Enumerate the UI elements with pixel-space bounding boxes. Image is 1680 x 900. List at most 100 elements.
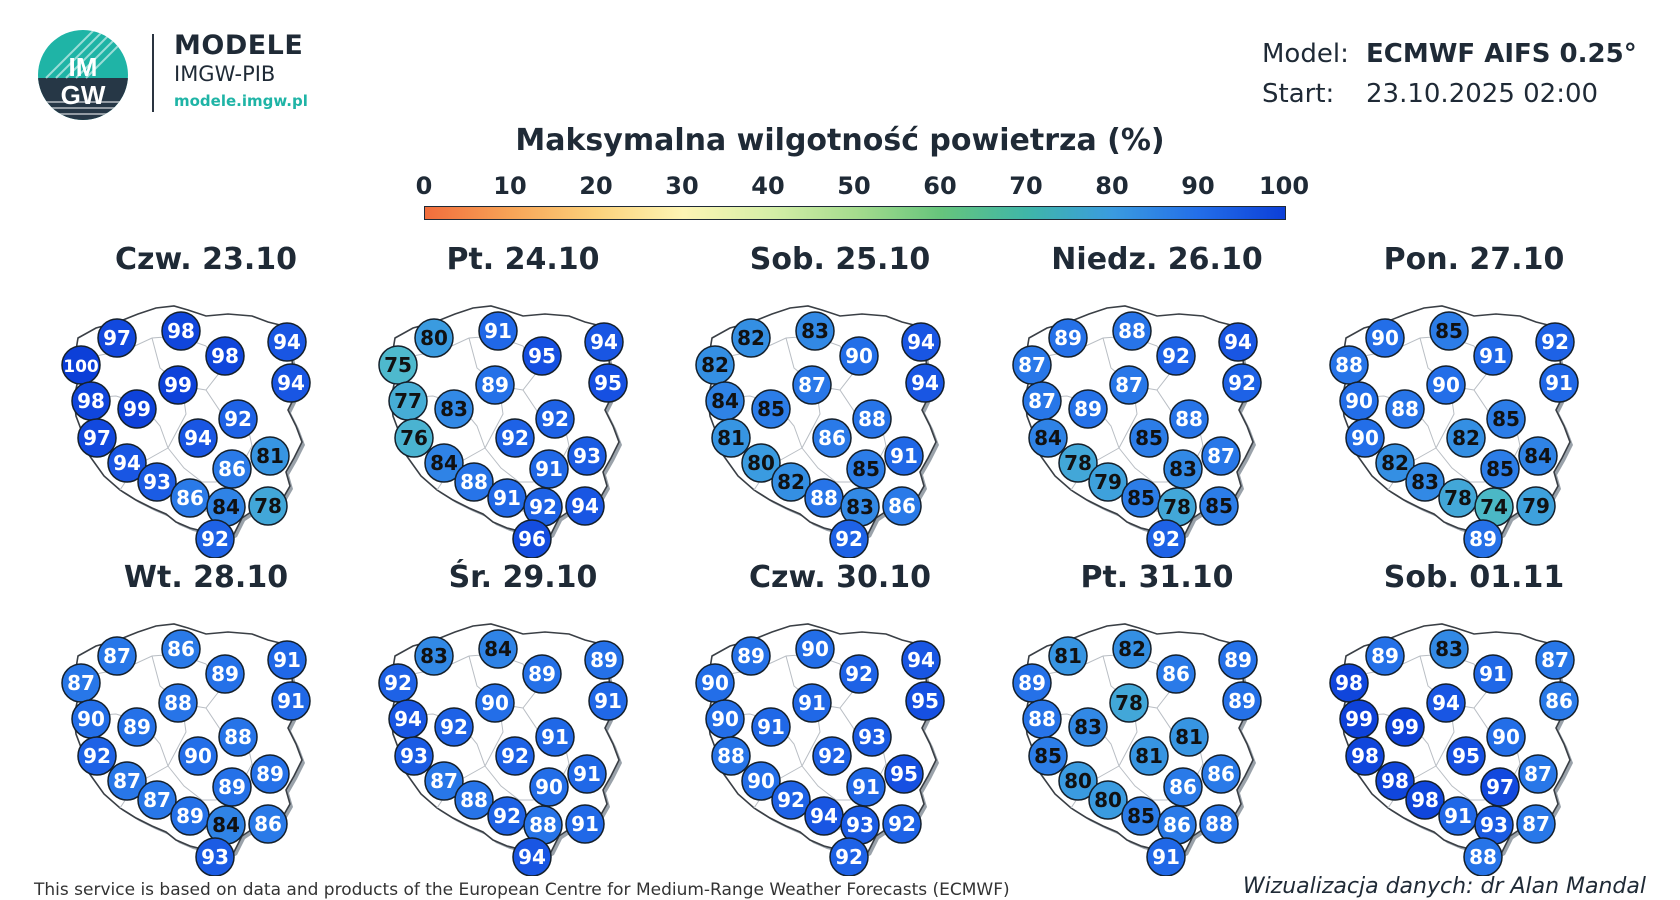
station-bubble (77, 736, 117, 776)
station-bubble (1146, 837, 1186, 876)
station-value: 84 (430, 451, 458, 475)
station-marker: 89 (1048, 318, 1088, 358)
station-marker: 95 (588, 363, 628, 403)
colorbar-tick-40: 40 (751, 172, 785, 200)
station-marker: 94 (267, 322, 307, 362)
station-bubble (107, 443, 147, 483)
station-bubble (852, 399, 892, 439)
station-marker: 91 (478, 311, 518, 351)
station-marker: 94 (271, 363, 311, 403)
station-marker: 90 (705, 699, 745, 739)
station-marker: 86 (1163, 767, 1203, 807)
station-marker: 86 (1539, 681, 1579, 721)
station-marker: 84 (206, 805, 246, 845)
station-value: 94 (518, 845, 546, 869)
station-marker: 92 (1222, 363, 1262, 403)
station-marker: 96 (512, 519, 552, 558)
station-marker: 98 (71, 381, 111, 421)
station-value: 88 (858, 407, 886, 431)
station-marker: 89 (117, 707, 157, 747)
station-marker: 82 (1112, 629, 1152, 669)
station-value: 91 (1479, 344, 1507, 368)
station-marker: 99 (1339, 699, 1379, 739)
station-value: 75 (384, 353, 412, 377)
start-label: Start: (1262, 79, 1335, 109)
brand-url[interactable]: modele.imgw.pl (174, 92, 308, 110)
station-bubble (829, 519, 869, 558)
station-value: 83 (1074, 715, 1102, 739)
station-value: 90 (481, 691, 509, 715)
station-bubble (1426, 683, 1466, 723)
station-bubble (882, 804, 922, 844)
station-value: 87 (1115, 373, 1143, 397)
station-value: 88 (460, 470, 488, 494)
station-value: 89 (1224, 648, 1252, 672)
station-value: 94 (1432, 691, 1460, 715)
station-bubble (1156, 336, 1196, 376)
station-value: 85 (1486, 457, 1514, 481)
station-marker: 90 (695, 663, 735, 703)
station-value: 91 (1479, 662, 1507, 686)
station-marker: 74 (1474, 487, 1514, 527)
station-bubble (1463, 837, 1503, 876)
station-marker: 91 (487, 478, 527, 518)
station-marker: 87 (792, 365, 832, 405)
station-marker: 89 (1012, 663, 1052, 703)
station-marker: 90 (529, 767, 569, 807)
station-value: 83 (801, 319, 829, 343)
brand-subtitle: IMGW-PIB (174, 62, 276, 86)
station-bubble (1518, 436, 1558, 476)
station-marker: 87 (97, 636, 137, 676)
station-bubble (1480, 449, 1520, 489)
station-bubble (584, 640, 624, 680)
model-row: Model: ECMWF AIFS 0.25° (1262, 34, 1637, 74)
station-value: 88 (1118, 319, 1146, 343)
station-value: 84 (711, 389, 739, 413)
station-marker: 85 (1028, 736, 1068, 776)
station-value: 81 (1175, 725, 1203, 749)
station-bubble (522, 336, 562, 376)
station-marker: 88 (1199, 804, 1239, 844)
station-value: 86 (818, 426, 846, 450)
station-bubble (271, 363, 311, 403)
station-value: 92 (501, 426, 529, 450)
station-bubble (1365, 636, 1405, 676)
station-value: 87 (1541, 648, 1569, 672)
station-value: 92 (501, 744, 529, 768)
station-value: 91 (493, 486, 521, 510)
station-marker: 86 (1156, 654, 1196, 694)
station-bubble (1473, 336, 1513, 376)
station-value: 87 (1207, 444, 1235, 468)
colorbar-tick-0: 0 (415, 172, 433, 200)
station-marker: 86 (170, 478, 210, 518)
station-value: 93 (858, 725, 886, 749)
station-value: 98 (167, 319, 195, 343)
station-value: 86 (176, 486, 204, 510)
station-bubble (218, 399, 258, 439)
station-marker: 93 (567, 436, 607, 476)
station-value: 88 (529, 813, 557, 837)
station-value: 91 (273, 648, 301, 672)
station-value: 86 (1207, 762, 1235, 786)
colorbar-tick-10: 10 (493, 172, 527, 200)
station-marker: 95 (905, 681, 945, 721)
station-bubble (424, 443, 464, 483)
station-marker: 88 (1329, 345, 1369, 385)
station-marker: 84 (478, 629, 518, 669)
station-bubble (1201, 754, 1241, 794)
station-bubble (535, 399, 575, 439)
station-marker: 84 (1518, 436, 1558, 476)
station-value: 88 (1469, 845, 1497, 869)
station-marker: 91 (271, 681, 311, 721)
station-value: 85 (1492, 407, 1520, 431)
station-value: 86 (1162, 662, 1190, 686)
station-bubble (1473, 654, 1513, 694)
station-value: 88 (810, 486, 838, 510)
station-marker: 92 (434, 707, 474, 747)
station-marker: 90 (1365, 318, 1405, 358)
station-value: 99 (1391, 715, 1419, 739)
station-bubble (512, 837, 552, 876)
station-bubble (839, 336, 879, 376)
